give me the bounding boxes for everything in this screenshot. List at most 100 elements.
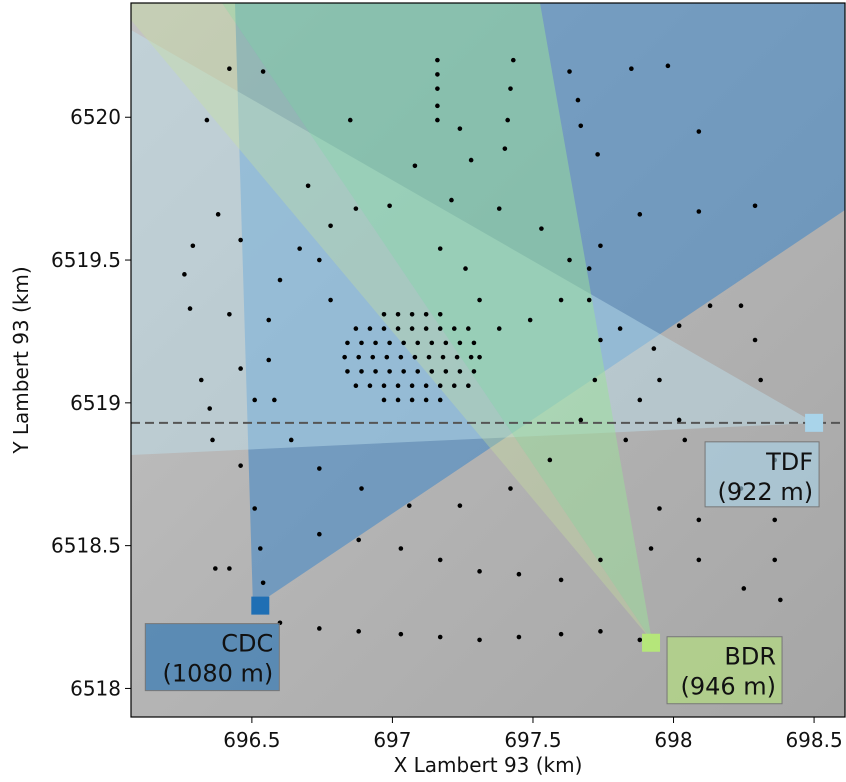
measurement-point <box>409 383 415 389</box>
measurement-point <box>381 326 387 331</box>
station-marker <box>642 633 661 652</box>
measurement-point <box>317 257 322 263</box>
measurement-point <box>415 369 421 374</box>
measurement-point <box>353 326 359 331</box>
measurement-point <box>496 206 502 211</box>
measurement-point <box>508 486 513 491</box>
measurement-point <box>213 566 218 571</box>
measurement-point <box>437 383 443 389</box>
measurement-point <box>345 340 350 346</box>
measurement-point <box>558 631 564 637</box>
measurement-point <box>508 86 513 91</box>
measurement-point <box>187 306 193 311</box>
measurement-point <box>423 397 429 403</box>
x-tick-label: 698.5 <box>785 728 842 752</box>
measurement-point <box>468 354 474 360</box>
x-tick-label: 698 <box>654 728 692 752</box>
measurement-point <box>496 326 502 331</box>
measurement-point <box>637 397 643 403</box>
measurement-point <box>477 297 482 303</box>
measurement-point <box>696 517 702 523</box>
measurement-point <box>347 117 353 123</box>
measurement-point <box>342 354 347 360</box>
measurement-point <box>356 629 361 634</box>
measurement-point <box>629 66 634 71</box>
measurement-point <box>381 383 387 389</box>
measurement-point <box>451 383 457 389</box>
measurement-point <box>198 377 204 383</box>
measurement-point <box>617 326 623 331</box>
measurement-point <box>676 417 682 423</box>
measurement-point <box>356 354 361 360</box>
measurement-point <box>547 457 553 463</box>
measurement-point <box>707 303 713 309</box>
measurement-point <box>398 631 404 637</box>
measurement-point <box>437 246 443 251</box>
measurement-point <box>215 212 221 217</box>
measurement-point <box>238 366 243 371</box>
measurement-point <box>272 397 277 403</box>
measurement-point <box>477 637 482 643</box>
measurement-point <box>437 397 443 403</box>
measurement-point <box>373 340 378 346</box>
measurement-point <box>210 437 215 443</box>
measurement-point <box>451 326 457 331</box>
measurement-point <box>440 354 446 360</box>
measurement-point <box>586 266 592 271</box>
measurement-point <box>471 369 477 374</box>
measurement-point <box>586 297 592 303</box>
map-background <box>131 3 845 717</box>
measurement-point <box>409 326 415 331</box>
measurement-point <box>182 272 187 277</box>
x-tick-label: 696.5 <box>223 728 280 752</box>
measurement-point <box>238 237 243 243</box>
measurement-point <box>696 209 702 214</box>
measurement-point <box>395 312 401 317</box>
measurement-point <box>510 57 516 63</box>
measurement-point <box>558 297 564 303</box>
measurement-point <box>317 466 322 471</box>
measurement-point <box>317 531 322 537</box>
station-label-box <box>704 441 820 508</box>
measurement-point <box>457 340 463 346</box>
measurement-point <box>398 354 404 360</box>
measurement-point <box>752 337 758 343</box>
measurement-point <box>401 340 406 346</box>
measurement-point <box>457 126 463 131</box>
measurement-point <box>502 146 508 151</box>
x-tick-label: 697 <box>373 728 411 752</box>
bdr-view-edge <box>131 3 652 641</box>
measurement-point <box>381 312 387 317</box>
measurement-point <box>454 354 460 360</box>
measurement-point <box>412 163 418 169</box>
measurement-point <box>778 597 783 603</box>
measurement-point <box>426 354 432 360</box>
y-tick-label: 6519.5 <box>51 248 121 272</box>
plot-frame <box>130 2 846 718</box>
measurement-point <box>435 72 440 77</box>
measurement-point <box>435 103 440 109</box>
measurement-point <box>288 437 294 443</box>
measurement-point <box>516 634 522 640</box>
measurement-point <box>227 566 232 571</box>
plot: 696.5 697 697.5 698 698.5 6518 6518.5 6519 6519.… <box>51 57 845 752</box>
measurement-point <box>463 266 468 271</box>
station-label-box <box>666 636 783 705</box>
measurement-point <box>437 557 443 563</box>
measurement-point <box>260 69 266 74</box>
measurement-point <box>595 152 600 157</box>
measurement-point <box>752 203 758 209</box>
x-tick-label: 697.5 <box>504 728 561 752</box>
measurement-point <box>505 117 510 123</box>
measurement-point <box>457 503 463 508</box>
measurement-point <box>353 383 359 389</box>
station-name: BDR <box>724 643 776 671</box>
measurement-point <box>305 183 311 189</box>
measurement-point <box>657 506 662 511</box>
measurement-point <box>598 337 603 343</box>
measurement-point <box>598 629 603 634</box>
y-tick-label: 6518.5 <box>51 534 121 558</box>
measurement-point <box>328 297 333 303</box>
measurement-point <box>328 223 333 229</box>
